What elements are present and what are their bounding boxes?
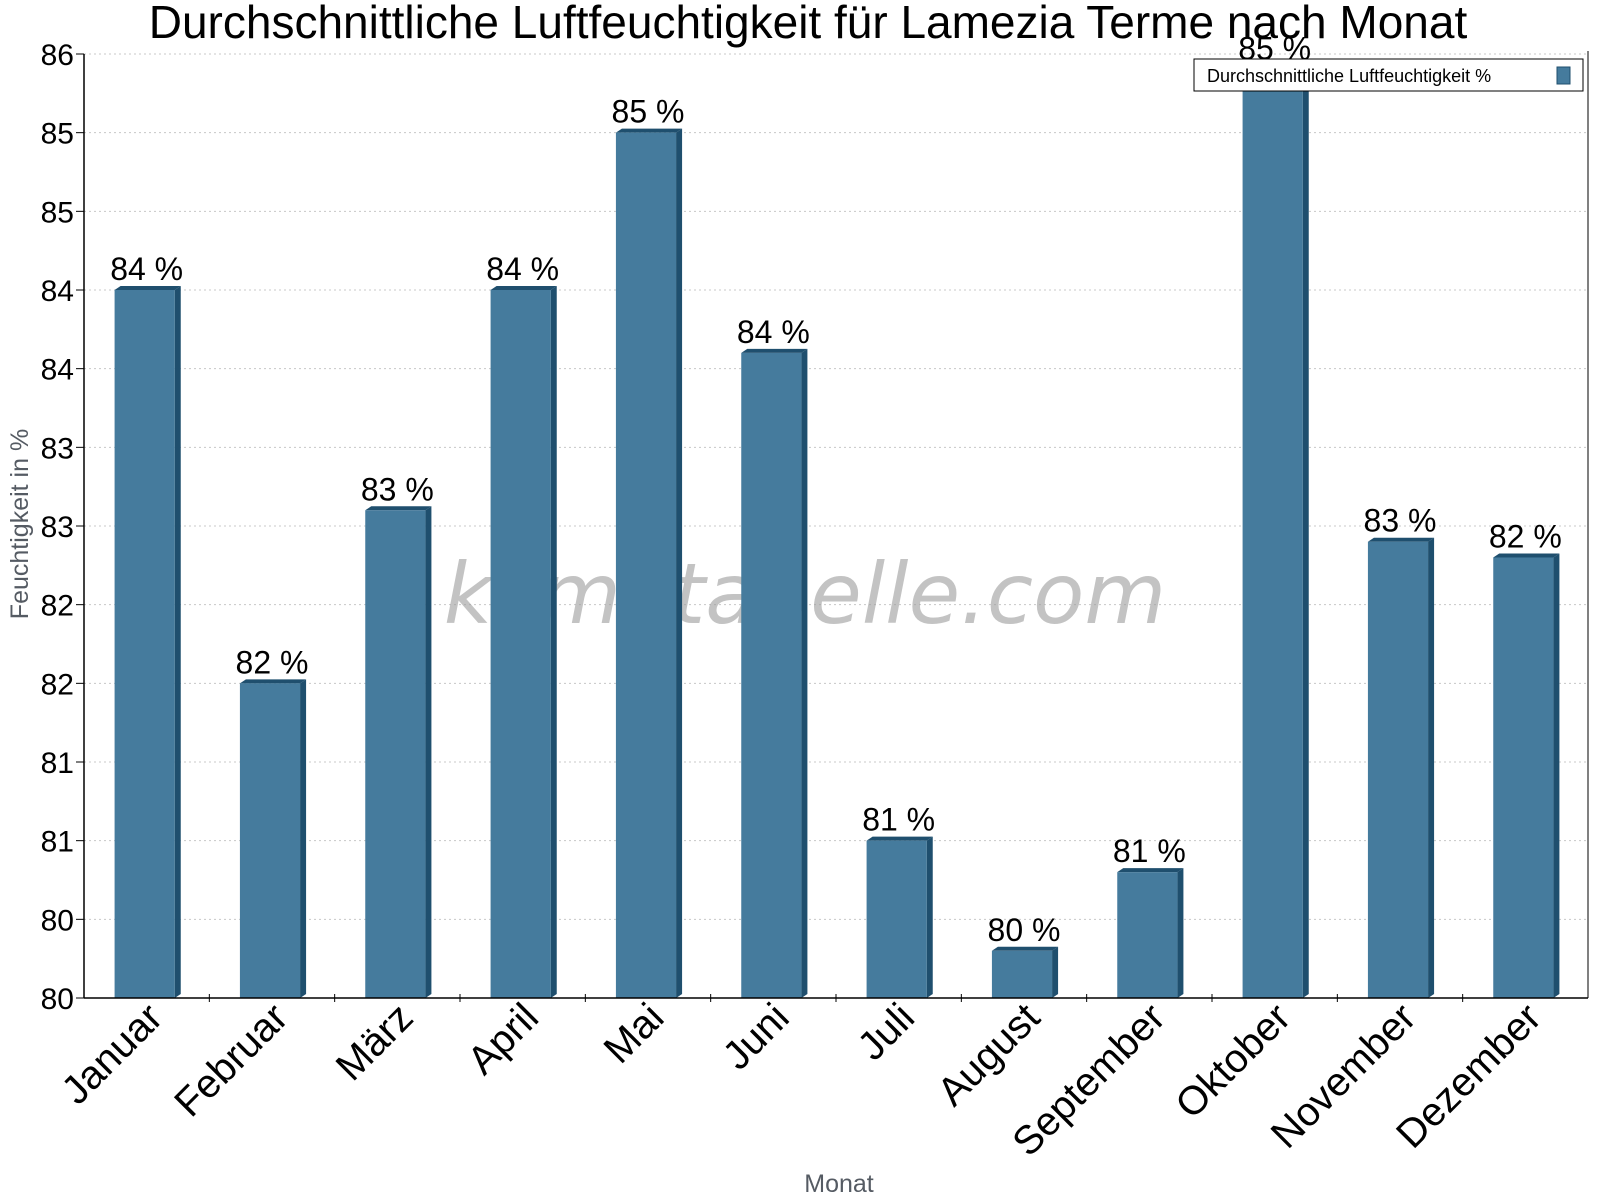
x-tick-label: Mai (596, 995, 673, 1072)
bar (1242, 65, 1309, 998)
bar (1117, 868, 1184, 998)
bar-side (1428, 537, 1435, 998)
legend-label: Durchschnittliche Luftfeuchtigkeit % (1207, 66, 1491, 86)
bar-top (1367, 537, 1435, 542)
axes (76, 51, 1589, 1002)
bar-top (239, 679, 307, 684)
bar-face (1242, 69, 1303, 998)
x-tick-label: Juni (715, 995, 798, 1078)
bar (866, 836, 933, 998)
data-label: 82 % (236, 644, 309, 680)
data-label: 85 % (612, 94, 685, 130)
x-tick-label: Oktober (1167, 995, 1299, 1127)
bar (741, 348, 808, 998)
bar-top (490, 286, 557, 290)
x-tick-label: März (328, 995, 422, 1089)
y-tick-label: 81 (41, 826, 74, 859)
bar (615, 128, 683, 998)
bar-face (991, 950, 1053, 998)
bar-side (1052, 946, 1059, 998)
data-label: 84 % (737, 314, 810, 350)
y-tick-label: 82 (41, 590, 74, 623)
bar-top (1117, 868, 1184, 873)
bar (991, 946, 1059, 998)
x-tick-label: Februar (166, 995, 296, 1125)
data-label: 83 % (1364, 503, 1437, 539)
bar-face (114, 290, 175, 998)
legend-swatch (1556, 66, 1571, 85)
bar-side (926, 836, 933, 998)
bar-face (1493, 557, 1554, 998)
data-label: 84 % (486, 251, 559, 287)
bar (239, 679, 307, 998)
data-label: 81 % (862, 802, 935, 838)
y-tick-label: 80 (41, 983, 74, 1016)
y-tick-label: 84 (41, 354, 74, 387)
bar-side (300, 679, 307, 998)
y-tick-labels: 80 80 81 81 82 82 83 83 84 84 85 85 86 (41, 39, 74, 1016)
y-tick-label: 86 (41, 39, 74, 72)
x-tick-label: Juli (849, 995, 923, 1069)
gridlines (84, 53, 1588, 920)
bar-side (425, 506, 432, 998)
data-labels: 84 %82 %83 %84 %85 %84 %81 %80 %81 %85 %… (110, 31, 1562, 948)
y-axis-label: Feuchtigkeit in % (6, 429, 34, 619)
bar-face (490, 290, 551, 998)
bar-top (114, 286, 181, 290)
y-tick-label: 80 (41, 904, 74, 937)
bars-group (114, 65, 1560, 998)
data-label: 82 % (1489, 518, 1562, 554)
bar-top (365, 506, 432, 511)
data-label: 83 % (361, 471, 434, 507)
bar (114, 286, 181, 998)
bar-face (365, 510, 426, 998)
data-label: 80 % (988, 912, 1061, 948)
bar-side (1302, 65, 1309, 998)
data-label: 81 % (1113, 833, 1186, 869)
bar-top (866, 836, 933, 841)
bar (365, 506, 432, 998)
bar (1367, 537, 1435, 998)
bar-side (801, 348, 808, 998)
x-tick-label: April (459, 995, 547, 1083)
y-tick-label: 82 (41, 668, 74, 701)
y-tick-label: 85 (41, 118, 74, 151)
bar-top (1493, 553, 1560, 558)
bar-side (174, 286, 181, 998)
y-tick-label: 84 (41, 275, 74, 308)
bar-side (676, 128, 683, 998)
bar-face (1367, 541, 1429, 998)
data-label: 84 % (110, 251, 183, 287)
bar-side (1553, 553, 1560, 998)
legend-box (1193, 58, 1584, 92)
y-tick-label: 83 (41, 511, 74, 544)
y-tick-label: 85 (41, 196, 74, 229)
x-axis-label: Monat (804, 1170, 874, 1198)
bar-side (550, 286, 557, 998)
y-tick-label: 81 (41, 747, 74, 780)
bar-face (866, 840, 927, 998)
bar-side (1177, 868, 1184, 998)
bar-top (615, 128, 683, 133)
bar-face (741, 352, 802, 998)
y-tick-label: 83 (41, 432, 74, 465)
bar-face (239, 683, 301, 998)
bar-top (991, 946, 1059, 951)
bar-face (615, 132, 677, 998)
x-tick-label: August (929, 995, 1048, 1114)
bar-top (741, 348, 808, 353)
chart-title: Durchschnittliche Luftfeuchtigkeit für L… (149, 0, 1468, 48)
bar (1493, 553, 1560, 998)
bar (490, 286, 557, 998)
bar-face (1117, 872, 1178, 998)
legend: Durchschnittliche Luftfeuchtigkeit % (1193, 58, 1584, 92)
